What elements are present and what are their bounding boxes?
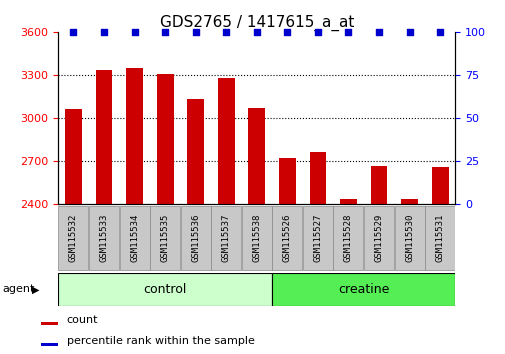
Text: GSM115534: GSM115534 bbox=[130, 214, 139, 262]
Text: agent: agent bbox=[3, 284, 35, 295]
Bar bbox=[339, 199, 356, 204]
Bar bbox=[89, 206, 119, 270]
Text: GSM115527: GSM115527 bbox=[313, 214, 322, 262]
Point bbox=[283, 29, 291, 35]
Bar bbox=[59, 206, 88, 270]
Bar bbox=[424, 206, 454, 270]
Bar bbox=[394, 206, 424, 270]
Text: percentile rank within the sample: percentile rank within the sample bbox=[67, 336, 254, 346]
Bar bbox=[187, 99, 204, 204]
Title: GDS2765 / 1417615_a_at: GDS2765 / 1417615_a_at bbox=[159, 14, 354, 30]
Text: GSM115530: GSM115530 bbox=[405, 214, 413, 262]
Text: GSM115535: GSM115535 bbox=[160, 214, 169, 262]
Bar bbox=[370, 166, 387, 204]
Point bbox=[313, 29, 321, 35]
Text: GSM115529: GSM115529 bbox=[374, 214, 383, 262]
Bar bbox=[150, 206, 180, 270]
Bar bbox=[333, 206, 363, 270]
Bar bbox=[302, 206, 332, 270]
Point bbox=[344, 29, 352, 35]
Point bbox=[435, 29, 443, 35]
Bar bbox=[272, 206, 301, 270]
Point bbox=[130, 29, 138, 35]
Bar bbox=[126, 68, 143, 204]
Bar bbox=[65, 109, 82, 204]
Point bbox=[161, 29, 169, 35]
Bar bbox=[41, 322, 58, 325]
Bar bbox=[248, 108, 265, 204]
Bar bbox=[272, 273, 454, 306]
Text: GSM115531: GSM115531 bbox=[435, 214, 444, 262]
Text: GSM115538: GSM115538 bbox=[252, 214, 261, 262]
Bar bbox=[278, 159, 295, 204]
Text: count: count bbox=[67, 315, 98, 325]
Bar bbox=[218, 78, 234, 204]
Text: GSM115532: GSM115532 bbox=[69, 214, 78, 262]
Bar bbox=[400, 199, 417, 204]
Bar bbox=[363, 206, 393, 270]
Point bbox=[69, 29, 77, 35]
Point bbox=[100, 29, 108, 35]
Bar bbox=[241, 206, 271, 270]
Text: GSM115533: GSM115533 bbox=[99, 214, 108, 262]
Bar bbox=[309, 152, 326, 204]
Bar bbox=[58, 273, 272, 306]
Text: control: control bbox=[143, 283, 186, 296]
Text: creatine: creatine bbox=[337, 283, 389, 296]
Text: GSM115526: GSM115526 bbox=[282, 214, 291, 262]
Bar bbox=[157, 74, 173, 204]
Bar bbox=[119, 206, 149, 270]
Point bbox=[405, 29, 413, 35]
Point bbox=[222, 29, 230, 35]
Bar bbox=[431, 167, 447, 204]
Bar bbox=[180, 206, 210, 270]
Bar bbox=[211, 206, 241, 270]
Text: GSM115528: GSM115528 bbox=[343, 214, 352, 262]
Point bbox=[374, 29, 382, 35]
Text: ▶: ▶ bbox=[32, 284, 39, 295]
Point bbox=[191, 29, 199, 35]
Point bbox=[252, 29, 261, 35]
Bar bbox=[41, 343, 58, 346]
Text: GSM115536: GSM115536 bbox=[191, 214, 200, 262]
Text: GSM115537: GSM115537 bbox=[221, 214, 230, 262]
Bar bbox=[95, 70, 112, 204]
